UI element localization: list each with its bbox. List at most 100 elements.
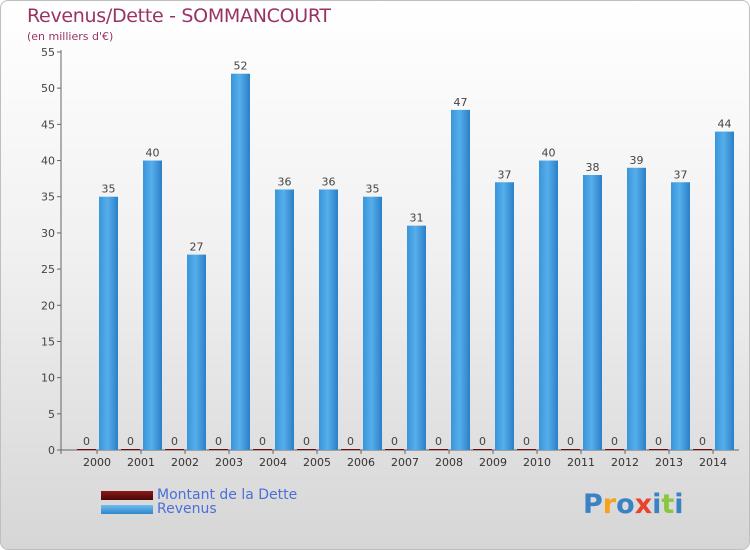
bar-revenus [407,225,426,450]
y-tick-label: 55 [41,46,55,59]
bar-revenus [319,189,338,450]
bar-dette [605,449,624,450]
legend-swatch-dette [101,490,153,500]
x-tick-label: 2013 [655,456,683,469]
data-label-revenus: 44 [718,118,732,131]
x-tick-label: 2006 [347,456,375,469]
y-tick-label: 40 [41,155,55,168]
bar-dette [561,449,580,450]
logo-letter: i [652,489,662,520]
bar-revenus [187,254,206,450]
data-label-revenus: 38 [586,161,600,174]
data-label-revenus: 52 [234,60,248,73]
data-label-dette: 0 [303,435,310,448]
data-label-dette: 0 [127,435,134,448]
data-label-revenus: 35 [102,183,116,196]
legend-label-dette: Montant de la Dette [157,487,298,503]
data-label-dette: 0 [523,435,530,448]
data-label-revenus: 37 [498,168,512,181]
bar-dette [121,449,140,450]
data-label-revenus: 40 [146,147,160,160]
legend-item-revenus: Revenus [101,501,217,517]
bar-dette [209,449,228,450]
data-label-revenus: 40 [542,147,556,160]
data-label-dette: 0 [699,435,706,448]
logo-letter: x [634,489,653,520]
data-label-dette: 0 [391,435,398,448]
data-label-revenus: 31 [410,212,424,225]
y-tick-label: 0 [48,444,55,457]
legend-swatch-revenus [101,504,153,514]
x-tick-label: 2009 [479,456,507,469]
data-label-revenus: 36 [322,175,336,188]
data-label-dette: 0 [655,435,662,448]
legend-label-revenus: Revenus [157,501,217,517]
bar-revenus [99,196,118,450]
y-tick-label: 30 [41,227,55,240]
bar-revenus [363,196,382,450]
x-tick-label: 2008 [435,456,463,469]
chart-title: Revenus/Dette - SOMMANCOURT [27,5,331,27]
y-tick-label: 20 [41,299,55,312]
bar-dette [473,449,492,450]
logo-letter: i [674,489,684,520]
bar-revenus [275,189,294,450]
x-tick-label: 2004 [259,456,287,469]
chart-subtitle: (en milliers d'€) [27,30,114,43]
x-tick-label: 2014 [699,456,727,469]
x-tick-label: 2011 [567,456,595,469]
bar-revenus [671,182,690,450]
data-label-dette: 0 [567,435,574,448]
bar-dette [77,449,96,450]
logo-letter: t [661,489,675,520]
data-label-revenus: 36 [278,175,292,188]
y-tick-label: 10 [41,372,55,385]
data-label-dette: 0 [171,435,178,448]
y-tick-label: 25 [41,263,55,276]
x-tick-label: 2002 [171,456,199,469]
x-tick-label: 2005 [303,456,331,469]
data-label-dette: 0 [83,435,90,448]
bar-dette [649,449,668,450]
bar-revenus [143,160,162,450]
data-label-dette: 0 [611,435,618,448]
y-tick-label: 45 [41,118,55,131]
data-label-revenus: 27 [190,241,204,254]
bar-revenus [627,167,646,451]
bar-revenus [715,131,734,450]
x-tick-label: 2003 [215,456,243,469]
logo-letter: P [583,489,603,520]
bar-dette [693,449,712,450]
bar-dette [165,449,184,450]
y-tick-label: 15 [41,335,55,348]
data-label-dette: 0 [347,435,354,448]
x-tick-label: 2007 [391,456,419,469]
data-label-revenus: 35 [366,183,380,196]
proxiti-logo: Proxiti [583,489,684,520]
bar-dette [253,449,272,450]
bar-dette [297,449,316,450]
logo-letter: r [602,489,617,520]
bar-revenus [495,182,514,450]
bar-revenus [583,175,602,450]
bar-dette [385,449,404,450]
data-label-revenus: 37 [674,168,688,181]
bar-revenus [451,109,470,451]
y-tick-label: 35 [41,191,55,204]
data-label-dette: 0 [435,435,442,448]
data-label-dette: 0 [215,435,222,448]
bar-revenus [231,73,250,450]
x-tick-label: 2000 [83,456,111,469]
data-label-revenus: 39 [630,154,644,167]
bar-dette [429,449,448,450]
bar-dette [341,449,360,450]
logo-letter: o [616,489,635,520]
y-tick-label: 5 [48,408,55,421]
x-tick-label: 2010 [523,456,551,469]
x-tick-label: 2012 [611,456,639,469]
bar-revenus [539,160,558,450]
data-label-dette: 0 [259,435,266,448]
data-label-revenus: 47 [454,96,468,109]
legend-item-dette: Montant de la Dette [101,487,298,503]
